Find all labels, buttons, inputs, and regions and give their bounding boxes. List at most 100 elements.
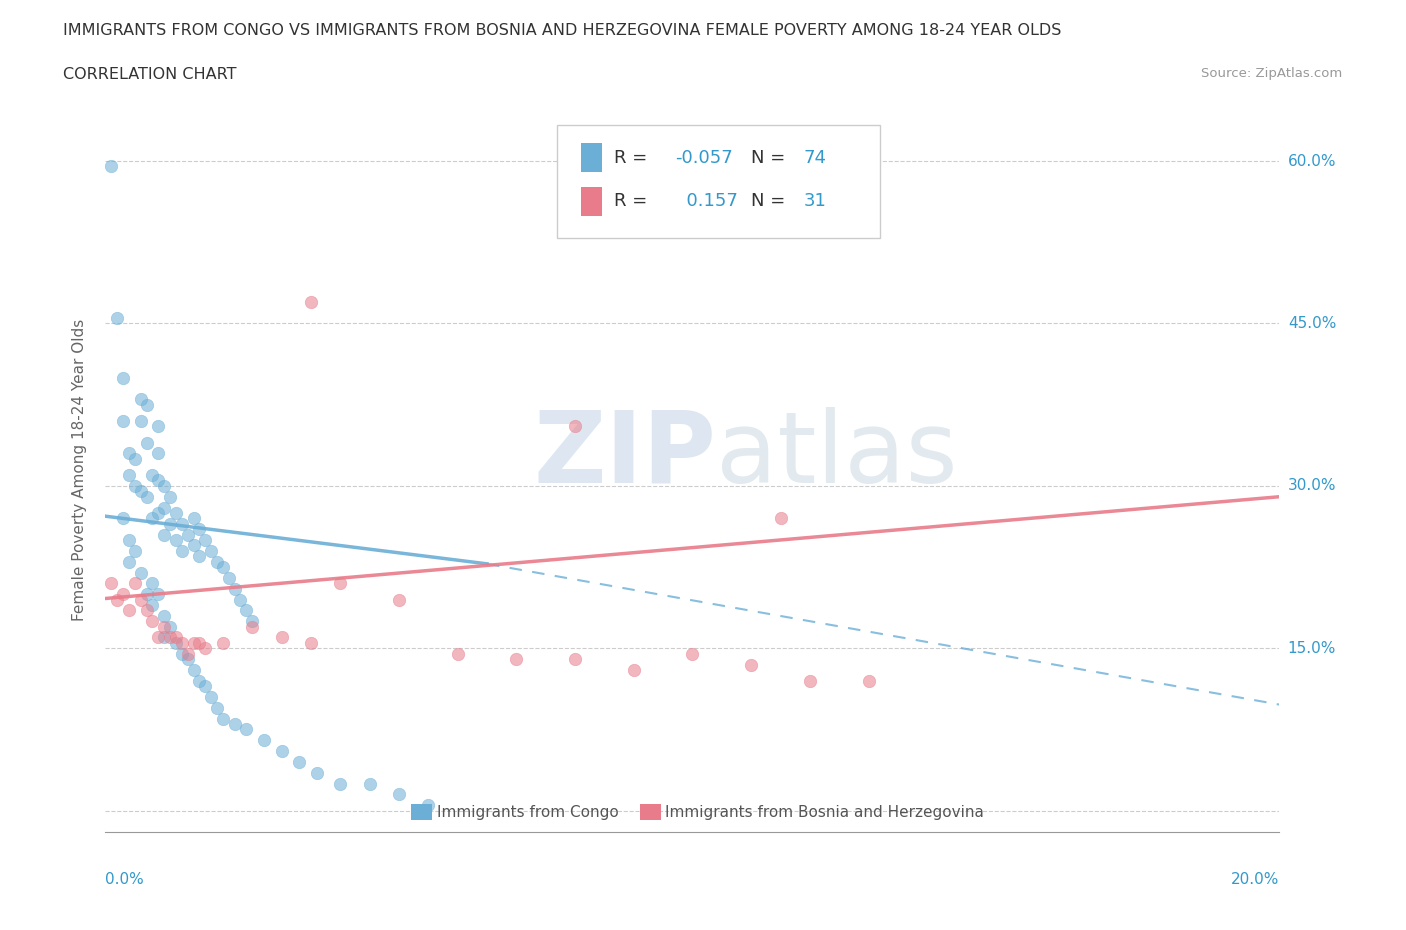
Point xyxy=(148,446,170,461)
Point xyxy=(388,787,411,802)
Point xyxy=(211,635,233,650)
Point xyxy=(682,646,704,661)
Point xyxy=(176,652,198,667)
Point xyxy=(299,295,322,310)
Point xyxy=(129,392,152,406)
Point xyxy=(194,679,217,694)
Point xyxy=(105,592,128,607)
Point xyxy=(135,397,157,412)
Point xyxy=(623,662,645,677)
Point xyxy=(124,543,146,558)
Point xyxy=(224,717,246,732)
Point xyxy=(176,646,198,661)
Point xyxy=(124,478,146,493)
Point xyxy=(188,522,211,537)
Point xyxy=(270,630,292,644)
Point xyxy=(112,414,135,429)
Point xyxy=(118,468,141,483)
Point xyxy=(100,159,122,174)
Point xyxy=(135,489,157,504)
Point xyxy=(205,700,228,715)
Point xyxy=(112,587,135,602)
Point xyxy=(188,673,211,688)
Point xyxy=(148,630,170,644)
Text: N =: N = xyxy=(751,149,792,166)
Point xyxy=(194,533,217,548)
Point xyxy=(105,311,128,325)
Text: atlas: atlas xyxy=(716,406,957,504)
Point xyxy=(141,468,163,483)
Point xyxy=(124,576,146,591)
Point xyxy=(769,511,792,525)
Point xyxy=(799,673,821,688)
Text: 30.0%: 30.0% xyxy=(1288,478,1336,494)
Point xyxy=(505,652,527,667)
Point xyxy=(129,565,152,580)
Point xyxy=(253,733,276,748)
Point xyxy=(305,765,328,780)
Point xyxy=(141,598,163,613)
Point xyxy=(100,576,122,591)
Point xyxy=(564,652,586,667)
Point xyxy=(159,619,181,634)
Text: Immigrants from Bosnia and Herzegovina: Immigrants from Bosnia and Herzegovina xyxy=(665,804,984,819)
Point xyxy=(118,533,141,548)
Point xyxy=(118,603,141,618)
FancyBboxPatch shape xyxy=(581,187,602,216)
Point xyxy=(112,511,135,525)
Point xyxy=(153,608,176,623)
Point xyxy=(165,635,187,650)
Point xyxy=(183,662,205,677)
Point xyxy=(858,673,880,688)
Point xyxy=(165,630,187,644)
Point xyxy=(153,478,176,493)
Point xyxy=(205,554,228,569)
Point xyxy=(183,635,205,650)
Point xyxy=(170,646,193,661)
Point xyxy=(170,543,193,558)
Point xyxy=(135,435,157,450)
FancyBboxPatch shape xyxy=(411,804,432,820)
Point xyxy=(159,516,181,531)
Point xyxy=(359,777,381,791)
Text: 74: 74 xyxy=(804,149,827,166)
Point xyxy=(165,533,187,548)
Text: IMMIGRANTS FROM CONGO VS IMMIGRANTS FROM BOSNIA AND HERZEGOVINA FEMALE POVERTY A: IMMIGRANTS FROM CONGO VS IMMIGRANTS FROM… xyxy=(63,23,1062,38)
Text: 60.0%: 60.0% xyxy=(1288,153,1336,168)
Point xyxy=(129,592,152,607)
Point xyxy=(148,506,170,521)
Point xyxy=(447,646,470,661)
FancyBboxPatch shape xyxy=(581,143,602,172)
Point xyxy=(388,592,411,607)
Point xyxy=(148,418,170,433)
Point xyxy=(211,711,233,726)
Point xyxy=(124,451,146,466)
Point xyxy=(240,619,263,634)
Text: 45.0%: 45.0% xyxy=(1288,316,1336,331)
Point xyxy=(153,619,176,634)
Text: R =: R = xyxy=(614,149,652,166)
Point xyxy=(129,484,152,498)
Point xyxy=(148,587,170,602)
Point xyxy=(183,538,205,552)
Text: 0.0%: 0.0% xyxy=(105,872,145,887)
Text: 15.0%: 15.0% xyxy=(1288,641,1336,656)
Point xyxy=(240,614,263,629)
Point xyxy=(159,630,181,644)
Text: Source: ZipAtlas.com: Source: ZipAtlas.com xyxy=(1202,67,1343,80)
Point xyxy=(118,554,141,569)
Point xyxy=(118,446,141,461)
FancyBboxPatch shape xyxy=(557,126,880,237)
Point xyxy=(211,560,233,575)
Point xyxy=(329,576,352,591)
Text: Immigrants from Congo: Immigrants from Congo xyxy=(436,804,619,819)
Point xyxy=(224,581,246,596)
Point xyxy=(148,473,170,488)
Point xyxy=(188,549,211,564)
Point xyxy=(235,603,257,618)
Point xyxy=(153,527,176,542)
Point xyxy=(135,587,157,602)
Text: 20.0%: 20.0% xyxy=(1232,872,1279,887)
Point xyxy=(165,506,187,521)
Point xyxy=(170,516,193,531)
